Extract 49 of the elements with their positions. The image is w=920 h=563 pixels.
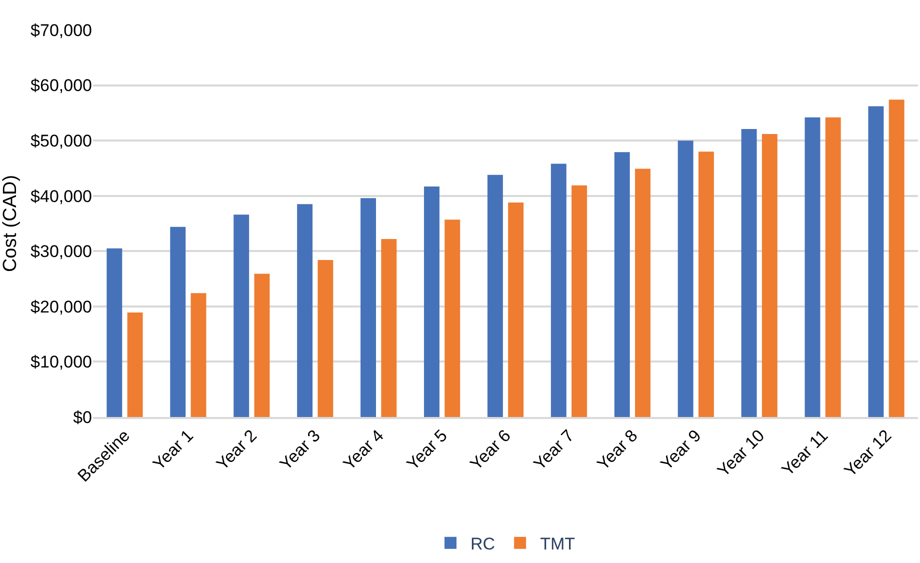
bar [678,140,694,417]
x-tick-label: Year 6 [466,426,514,474]
bar [741,128,757,417]
bar [127,312,143,417]
bar [254,274,270,417]
bar [381,238,397,417]
y-tick-label: $0 [73,408,92,427]
bar [106,248,122,417]
x-tick-label: Year 7 [530,426,578,474]
x-tick-label: Year 10 [714,426,768,480]
x-tick-label: Year 5 [403,426,451,474]
bar [424,186,440,417]
bar [318,260,334,417]
bar [297,204,313,417]
y-tick-label: $40,000 [30,186,92,206]
y-tick-label: $50,000 [30,132,92,151]
bar [508,202,524,417]
x-tick-label: Year 2 [212,426,260,474]
x-tick-label: Year 9 [656,426,705,474]
x-tick-label: Year 1 [149,426,198,474]
bar [635,168,650,417]
y-tick-label: $10,000 [30,352,92,372]
bar [170,226,186,417]
bar [572,185,588,417]
x-tick-label: Year 12 [840,426,896,480]
bar [487,174,503,417]
bar [762,134,778,417]
bar [868,106,884,417]
legend-label: RC [470,534,496,554]
bar [804,117,820,417]
y-tick-label: $60,000 [30,76,92,96]
x-tick-label: Year 8 [594,426,642,474]
bar [888,100,904,417]
x-tick-label: Year 3 [276,426,324,474]
bar [360,198,376,417]
y-tick-label: $70,000 [30,20,92,40]
y-tick-label: $20,000 [30,297,92,316]
y-axis-title: Cost (CAD) [0,174,21,272]
x-tick-label: Year 4 [340,426,388,474]
bar [190,293,206,417]
legend-label: TMT [540,534,575,554]
bar [550,164,566,417]
bar [444,220,460,417]
bar [234,214,250,417]
bar [825,117,841,417]
bar [614,152,630,417]
x-tick-label: Year 11 [778,426,832,480]
y-tick-label: $30,000 [30,242,92,262]
bar [698,152,714,417]
